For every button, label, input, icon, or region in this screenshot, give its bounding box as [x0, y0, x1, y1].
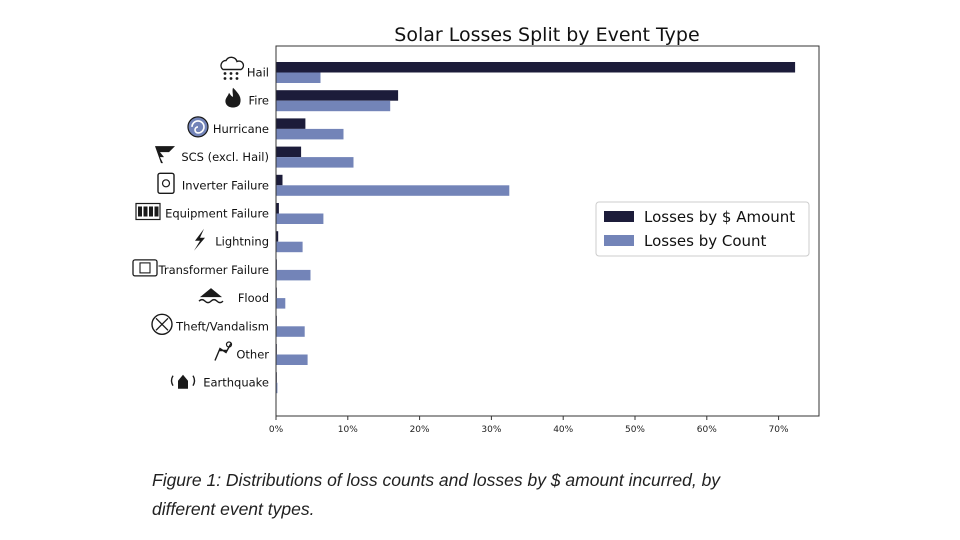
- bar-count: [276, 269, 311, 281]
- x-tick-label: 40%: [553, 425, 573, 435]
- legend-swatch-amount: [604, 211, 634, 222]
- x-tick-label: 60%: [697, 425, 717, 435]
- bar-amount: [276, 118, 306, 129]
- category-icons: [132, 56, 245, 389]
- bar-count: [276, 382, 278, 394]
- tornado-icon: [155, 146, 175, 164]
- legend-swatch-count: [604, 235, 634, 246]
- plot-frame: [275, 45, 820, 417]
- category-label: Flood: [238, 291, 269, 305]
- x-tick-label: 0%: [269, 425, 284, 435]
- bar-amount: [276, 146, 302, 158]
- bar-group: [276, 62, 796, 394]
- caption-line-2: different event types.: [152, 499, 315, 519]
- equipment-icon: [135, 202, 161, 221]
- category-label: Fire: [248, 94, 269, 108]
- category-label: Inverter Failure: [182, 178, 269, 192]
- category-label: Equipment Failure: [165, 207, 269, 221]
- hurricane-icon: [187, 116, 209, 138]
- bar-count: [276, 298, 286, 309]
- x-tick-label: 10%: [338, 425, 358, 435]
- theft-icon: [151, 313, 173, 335]
- legend-box: [595, 201, 810, 257]
- earthquake-icon: [170, 374, 196, 389]
- caption-line-1: Figure 1: Distributions of loss counts a…: [152, 470, 721, 490]
- category-label: SCS (excl. Hail): [181, 150, 269, 164]
- x-tick-label: 30%: [481, 425, 501, 435]
- bar-chart: Solar Losses Split by Event Type Hail Fir…: [132, 24, 820, 435]
- bar-amount: [276, 62, 796, 73]
- bar-count: [276, 128, 344, 140]
- figure-caption: Figure 1: Distributions of loss counts a…: [152, 466, 852, 524]
- hail-cloud-icon: [220, 56, 245, 80]
- x-axis-ticks: 0% 10% 20% 30% 40% 50% 60% 70%: [269, 416, 789, 435]
- legend: Losses by $ Amount Losses by Count: [595, 201, 810, 257]
- category-label: Transformer Failure: [158, 263, 270, 277]
- category-label: Other: [236, 348, 269, 362]
- bar-count: [276, 157, 354, 168]
- category-label: Lightning: [215, 235, 269, 249]
- x-tick-label: 20%: [410, 425, 430, 435]
- chart-title: Solar Losses Split by Event Type: [394, 24, 699, 46]
- inverter-icon: [157, 172, 175, 195]
- bar-amount: [276, 203, 279, 214]
- lightning-icon: [194, 228, 205, 251]
- flood-icon: [198, 288, 224, 304]
- legend-label-amount: Losses by $ Amount: [644, 208, 795, 226]
- bar-count: [276, 354, 308, 365]
- bar-count: [276, 185, 510, 196]
- category-labels: Hail Fire Hurricane SCS (excl. Hail) Inverte…: [158, 66, 270, 390]
- x-tick-label: 50%: [625, 425, 645, 435]
- bar-amount: [276, 174, 283, 186]
- bar-count: [276, 326, 305, 337]
- bar-count: [276, 241, 303, 253]
- bar-count: [276, 72, 321, 83]
- category-label: Hurricane: [213, 122, 269, 136]
- category-label: Earthquake: [203, 376, 269, 390]
- fire-icon: [225, 87, 241, 108]
- category-label: Hail: [247, 66, 269, 80]
- x-tick-label: 70%: [769, 425, 789, 435]
- category-label: Theft/Vandalism: [175, 319, 269, 333]
- bar-count: [276, 213, 324, 224]
- bar-count: [276, 100, 391, 112]
- other-icon: [214, 341, 233, 361]
- bar-amount: [276, 90, 399, 101]
- transformer-icon: [132, 259, 158, 277]
- bar-amount: [276, 231, 279, 242]
- legend-label-count: Losses by Count: [644, 232, 767, 250]
